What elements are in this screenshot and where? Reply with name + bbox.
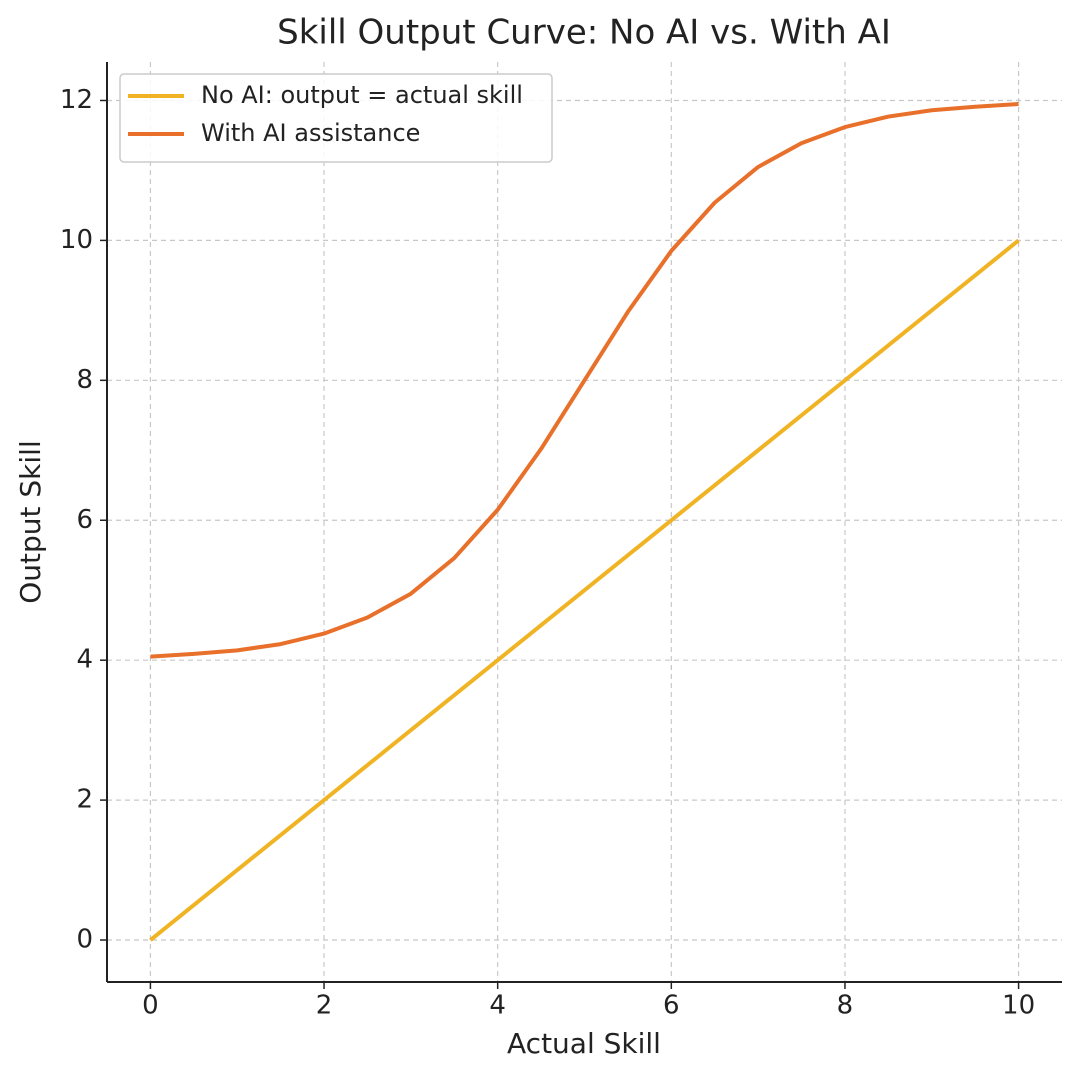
y-tick-label: 6 (76, 505, 93, 535)
x-tick-label: 4 (489, 991, 506, 1021)
legend-box (119, 73, 553, 163)
x-axis-label: Actual Skill (507, 1027, 661, 1060)
x-tick-label: 0 (142, 991, 159, 1021)
y-tick-label: 4 (76, 645, 93, 675)
x-tick-label: 10 (1002, 991, 1035, 1021)
x-tick-label: 8 (837, 991, 854, 1021)
y-tick-label: 8 (76, 365, 93, 395)
y-tick-label: 0 (76, 925, 93, 955)
y-tick-label: 12 (60, 85, 93, 115)
x-tick-label: 6 (663, 991, 680, 1021)
legend-label: With AI assistance (201, 119, 420, 147)
legend-label: No AI: output = actual skill (201, 81, 523, 109)
x-tick-label: 2 (316, 991, 333, 1021)
chart-title: Skill Output Curve: No AI vs. With AI (277, 13, 891, 53)
y-tick-label: 2 (76, 785, 93, 815)
y-tick-label: 10 (60, 225, 93, 255)
line (149, 238, 1020, 942)
y-axis-label: Output Skill (14, 440, 47, 604)
line (150, 101, 1019, 659)
